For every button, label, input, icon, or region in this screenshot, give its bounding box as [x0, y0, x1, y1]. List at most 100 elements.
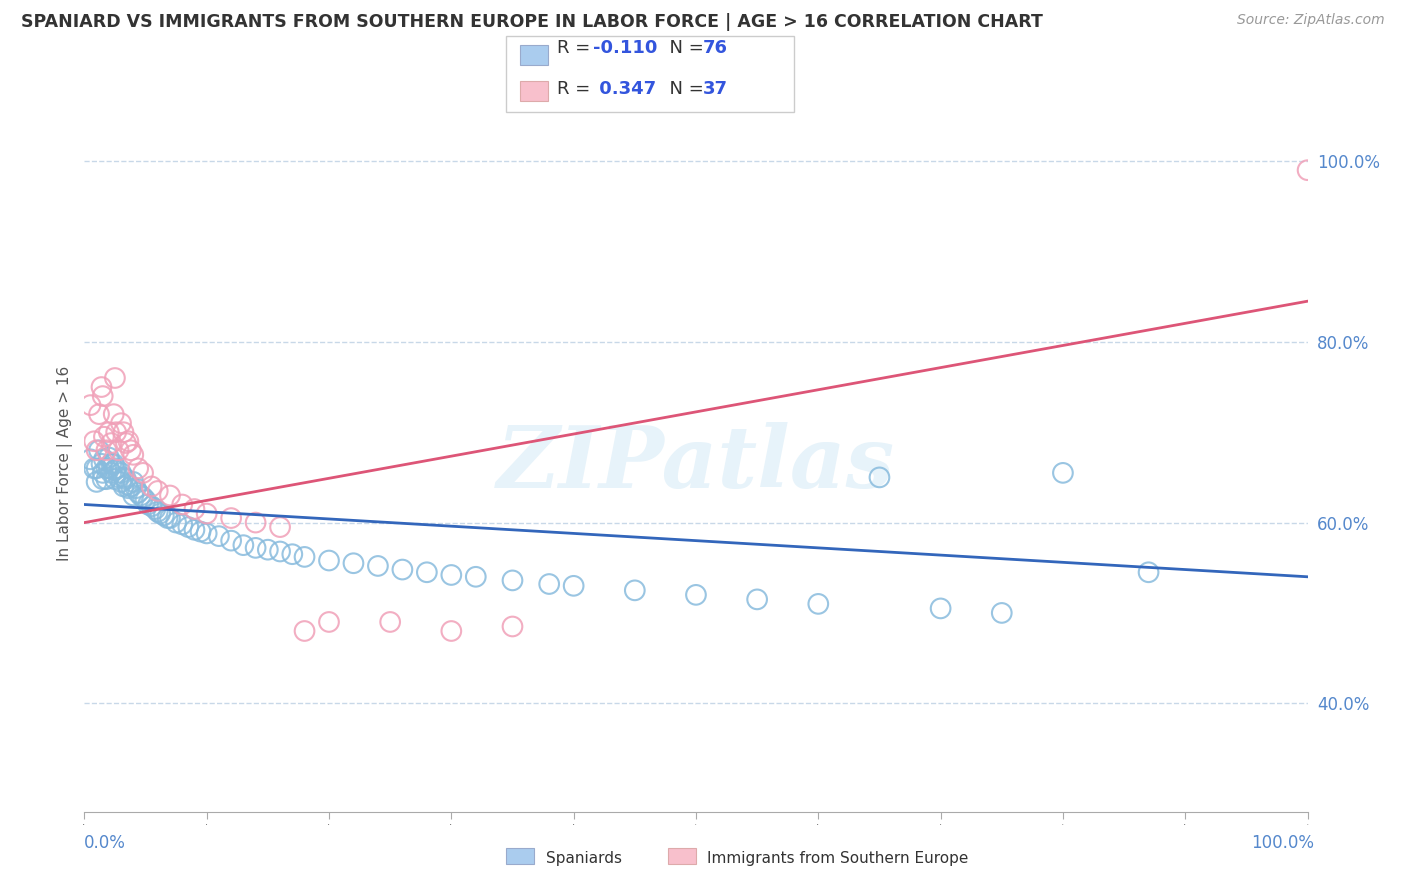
Point: [115, 436, 138, 450]
Point: [90, 380, 112, 394]
Point: [120, 443, 142, 458]
Point: [91, 472, 114, 486]
Point: [269, 520, 291, 534]
Point: [869, 470, 891, 484]
Point: [562, 579, 585, 593]
Point: [79, 398, 101, 412]
Point: [440, 624, 463, 638]
Point: [501, 619, 523, 633]
Point: [380, 615, 402, 629]
Point: [86, 461, 108, 475]
Point: [135, 493, 157, 508]
Text: N =: N =: [658, 38, 710, 56]
Text: SPANIARD VS IMMIGRANTS FROM SOUTHERN EUROPE IN LABOR FORCE | AGE > 16 CORRELATIO: SPANIARD VS IMMIGRANTS FROM SOUTHERN EUR…: [21, 13, 1043, 31]
Point: [103, 457, 125, 471]
Point: [159, 511, 181, 525]
Text: 100.0%: 100.0%: [1251, 834, 1315, 852]
Point: [110, 416, 132, 430]
Point: [79, 452, 101, 467]
Point: [112, 425, 135, 440]
Point: [1052, 466, 1074, 480]
Text: R =: R =: [557, 79, 596, 97]
Point: [1137, 566, 1160, 580]
Point: [112, 479, 135, 493]
Point: [391, 563, 413, 577]
Point: [232, 538, 254, 552]
Point: [318, 615, 340, 629]
Point: [146, 505, 169, 519]
Text: R =: R =: [557, 38, 596, 56]
Point: [91, 389, 114, 403]
Point: [117, 481, 139, 495]
Text: -0.110: -0.110: [593, 38, 658, 56]
Point: [416, 566, 439, 580]
Point: [342, 556, 364, 570]
Point: [96, 443, 118, 458]
Point: [127, 461, 149, 475]
Point: [318, 553, 340, 567]
Point: [105, 461, 128, 475]
Point: [91, 466, 114, 480]
Point: [929, 601, 952, 615]
Point: [990, 606, 1012, 620]
Point: [132, 490, 155, 504]
Point: [107, 443, 129, 458]
Point: [143, 502, 166, 516]
Point: [245, 541, 267, 555]
Text: 0.347: 0.347: [593, 79, 657, 97]
Point: [96, 472, 118, 486]
Point: [172, 517, 194, 532]
Point: [115, 477, 138, 491]
Point: [165, 516, 187, 530]
Text: Source: ZipAtlas.com: Source: ZipAtlas.com: [1237, 13, 1385, 28]
Text: N =: N =: [658, 79, 710, 97]
Point: [141, 479, 163, 493]
Point: [110, 475, 132, 489]
Point: [122, 448, 145, 462]
Point: [96, 461, 118, 475]
Point: [122, 475, 145, 489]
Point: [195, 507, 218, 521]
Point: [172, 498, 194, 512]
Point: [105, 425, 128, 440]
Point: [1296, 163, 1319, 178]
Point: [100, 466, 122, 480]
Point: [129, 488, 152, 502]
Point: [464, 570, 486, 584]
Point: [110, 466, 132, 480]
Point: [104, 463, 127, 477]
Point: [685, 588, 707, 602]
Point: [245, 516, 267, 530]
Point: [112, 470, 135, 484]
Point: [136, 498, 159, 512]
Point: [103, 407, 125, 421]
Point: [97, 425, 120, 440]
Point: [87, 443, 110, 458]
Point: [156, 511, 179, 525]
Y-axis label: In Labor Force | Age > 16: In Labor Force | Age > 16: [58, 367, 73, 561]
Point: [501, 574, 523, 588]
Point: [153, 508, 176, 523]
Point: [219, 511, 242, 525]
Point: [132, 466, 155, 480]
Point: [219, 533, 242, 548]
Text: Spaniards: Spaniards: [546, 851, 621, 865]
Text: 76: 76: [703, 38, 728, 56]
Point: [93, 430, 115, 444]
Point: [367, 558, 389, 573]
Point: [97, 450, 120, 465]
Point: [127, 485, 149, 500]
Point: [104, 371, 127, 385]
Point: [624, 583, 647, 598]
Text: ZIPatlas: ZIPatlas: [496, 422, 896, 506]
Point: [117, 434, 139, 449]
Point: [86, 443, 108, 458]
Point: [149, 507, 172, 521]
Point: [93, 452, 115, 467]
Point: [177, 520, 200, 534]
Point: [97, 461, 120, 475]
Point: [257, 542, 280, 557]
Point: [538, 577, 561, 591]
Point: [159, 488, 181, 502]
Point: [281, 547, 304, 561]
